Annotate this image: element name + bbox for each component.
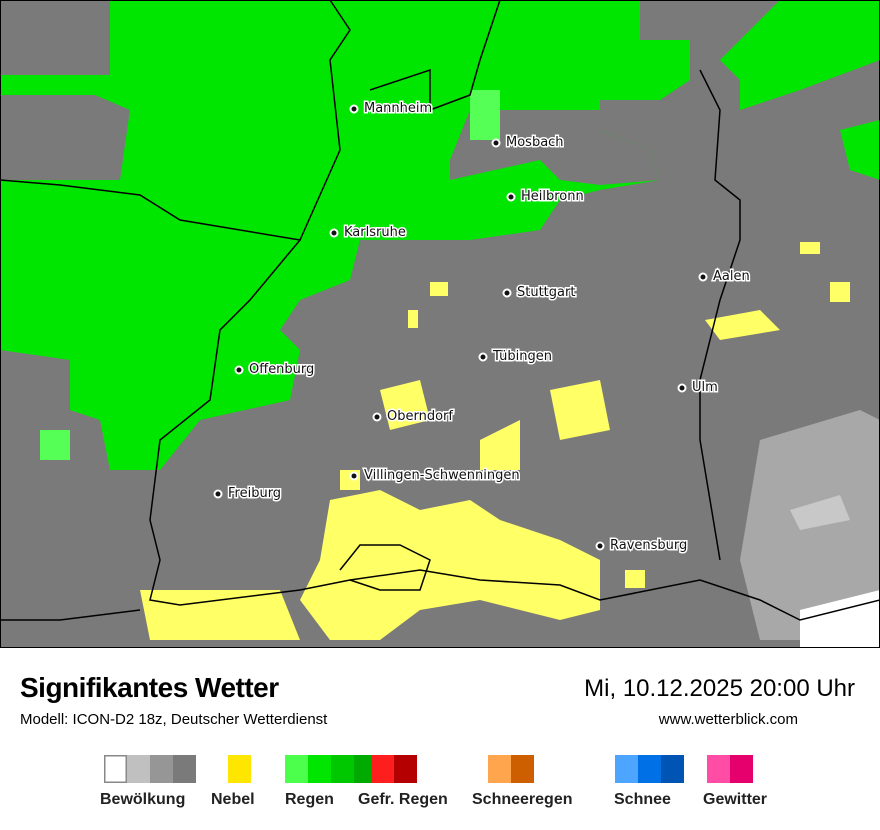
city-markers: Mannheim Mosbach Heilbronn Karlsruhe Aal… <box>213 100 751 555</box>
svg-text:Heilbronn: Heilbronn <box>521 189 584 204</box>
legend-swatch-group <box>104 755 196 783</box>
legend-swatch <box>638 755 661 783</box>
legend-swatch <box>615 755 638 783</box>
page-title: Signifikantes Wetter <box>20 672 279 703</box>
svg-text:Offenburg: Offenburg <box>249 362 314 377</box>
legend-swatch-group <box>707 755 753 783</box>
legend-swatch <box>285 755 308 783</box>
legend-label: Schneeregen <box>472 791 573 808</box>
svg-text:Oberndorf: Oberndorf <box>387 409 453 424</box>
legend-label: Schnee <box>614 791 671 808</box>
legend-swatch <box>331 755 354 783</box>
svg-text:Freiburg: Freiburg <box>228 486 281 501</box>
legend-swatch-group <box>488 755 534 783</box>
legend-swatch-group <box>228 755 251 783</box>
weather-map[interactable]: Mannheim Mosbach Heilbronn Karlsruhe Aal… <box>0 0 880 648</box>
legend-swatch <box>730 755 753 783</box>
legend-swatch <box>511 755 534 783</box>
legend-swatch <box>173 755 196 783</box>
legend-swatch <box>371 755 394 783</box>
legend-swatch <box>308 755 331 783</box>
legend-label: Regen <box>285 791 334 808</box>
svg-text:Villingen-Schwenningen: Villingen-Schwenningen <box>364 468 520 483</box>
legend-swatch <box>127 755 150 783</box>
svg-text:Stuttgart: Stuttgart <box>517 285 575 300</box>
model-info: Modell: ICON-D2 18z, Deutscher Wetterdie… <box>20 711 328 728</box>
website-link[interactable]: www.wetterblick.com <box>658 711 798 728</box>
borders <box>0 0 880 621</box>
svg-text:Aalen: Aalen <box>713 269 750 284</box>
legend-swatch <box>488 755 511 783</box>
legend-swatch-group <box>285 755 377 783</box>
legend-swatch <box>394 755 417 783</box>
svg-text:Tübingen: Tübingen <box>492 349 552 364</box>
fog-areas <box>140 242 850 640</box>
legend-label: Gewitter <box>703 791 768 808</box>
legend-swatch <box>661 755 684 783</box>
svg-text:Ravensburg: Ravensburg <box>610 538 687 553</box>
legend-label: Bewölkung <box>100 791 186 808</box>
legend-swatch <box>104 755 127 783</box>
svg-text:Mannheim: Mannheim <box>364 101 432 116</box>
svg-text:Mosbach: Mosbach <box>506 135 564 150</box>
svg-text:Karlsruhe: Karlsruhe <box>344 225 406 240</box>
forecast-datetime: Mi, 10.12.2025 20:00 Uhr <box>584 675 855 702</box>
legend-swatch-group <box>615 755 684 783</box>
legend-label: Gefr. Regen <box>358 791 448 808</box>
legend-swatch <box>707 755 730 783</box>
legend-swatch <box>150 755 173 783</box>
legend-label: Nebel <box>211 791 255 808</box>
legend-swatch-group <box>371 755 417 783</box>
legend-swatch <box>228 755 251 783</box>
svg-text:Ulm: Ulm <box>692 380 718 395</box>
